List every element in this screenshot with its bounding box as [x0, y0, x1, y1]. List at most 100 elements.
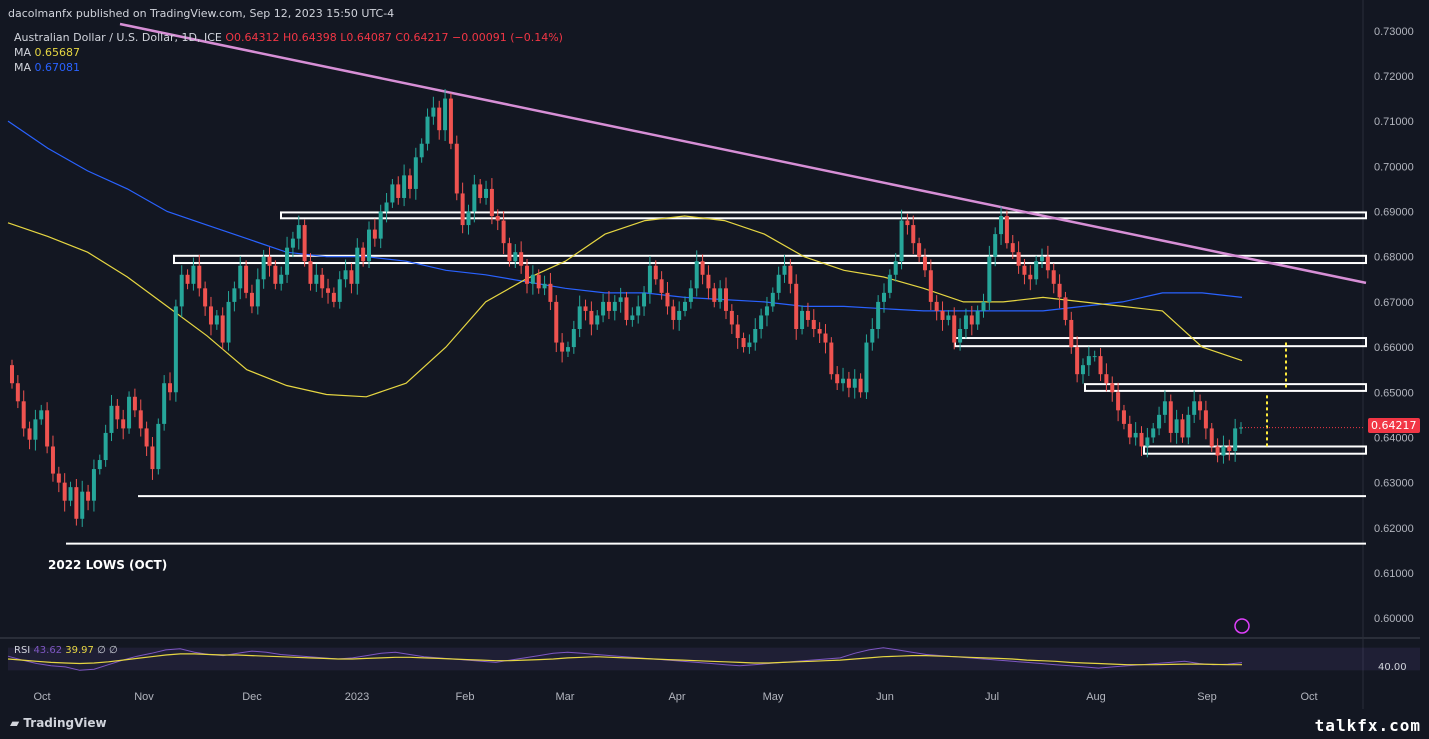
candle-body	[191, 265, 196, 284]
candle-body	[905, 220, 910, 226]
candle-body	[952, 315, 957, 343]
x-tick-label: Oct	[33, 691, 50, 703]
candle-body	[548, 283, 553, 302]
ma-slow-legend: MA 0.67081	[14, 61, 81, 74]
candle-body	[179, 274, 184, 307]
candle-body	[969, 315, 974, 325]
candle-body	[606, 301, 611, 311]
candle-body	[800, 310, 805, 329]
candle-body	[314, 274, 319, 284]
candle-body	[1104, 374, 1109, 384]
candle-body	[788, 265, 793, 284]
x-tick-label: Apr	[668, 691, 685, 703]
candle-body	[852, 378, 857, 388]
candle-body	[214, 315, 219, 325]
chart-background	[0, 0, 1429, 709]
candle-body	[630, 315, 635, 320]
candle-body	[1221, 446, 1226, 456]
candle-body	[1063, 297, 1068, 320]
candle-body	[208, 306, 213, 325]
candle-body	[220, 315, 225, 343]
candle-body	[127, 396, 132, 429]
x-tick-label: Mar	[556, 691, 575, 703]
candle-body	[466, 211, 471, 226]
y-tick-label: 0.72000	[1374, 71, 1414, 83]
candle-body	[249, 292, 254, 307]
watermark: talkfx.com	[1314, 716, 1421, 735]
candle-body	[747, 342, 752, 348]
candle-body	[999, 216, 1004, 235]
candle-body	[776, 274, 781, 293]
candle-body	[530, 274, 535, 284]
candle-body	[753, 329, 758, 343]
y-tick-label: 0.62000	[1374, 523, 1414, 535]
candle-body	[326, 288, 331, 293]
candle-body	[501, 220, 506, 244]
candle-body	[472, 184, 477, 212]
candle-body	[993, 234, 998, 257]
y-tick-label: 0.61000	[1374, 568, 1414, 580]
rsi-band	[8, 647, 1420, 671]
candle-body	[138, 410, 143, 429]
candle-body	[1203, 410, 1208, 429]
candle-body	[402, 175, 407, 198]
candle-body	[384, 202, 389, 212]
x-tick-label: Aug	[1086, 691, 1106, 703]
y-tick-label: 0.73000	[1374, 26, 1414, 38]
y-tick-label: 0.69000	[1374, 207, 1414, 219]
tv-icon: ▰	[10, 716, 24, 730]
candle-body	[1145, 437, 1150, 447]
y-tick-label: 0.60000	[1374, 613, 1414, 625]
y-tick-label: 0.66000	[1374, 342, 1414, 354]
candle-body	[302, 225, 307, 262]
candle-body	[68, 487, 73, 501]
candle-body	[987, 256, 992, 302]
candle-body	[1016, 252, 1021, 266]
candle-body	[144, 428, 149, 447]
candle-body	[612, 301, 617, 311]
candle-body	[1186, 414, 1191, 438]
lightning-icon	[1234, 618, 1250, 634]
candle-body	[203, 288, 208, 307]
candle-body	[285, 247, 290, 275]
candle-body	[1110, 383, 1115, 393]
candle-body	[21, 401, 26, 429]
candle-body	[665, 292, 670, 307]
candle-body	[62, 482, 67, 501]
y-tick-label: 0.64000	[1374, 432, 1414, 444]
candle-body	[413, 157, 418, 189]
candle-body	[372, 229, 377, 239]
y-tick-label: 0.70000	[1374, 161, 1414, 173]
candle-body	[560, 342, 565, 352]
candle-body	[425, 116, 430, 144]
candle-body	[454, 143, 459, 194]
candle-body	[437, 107, 442, 131]
x-tick-label: 2023	[345, 691, 369, 703]
candle-body	[642, 292, 647, 307]
candle-body	[150, 446, 155, 470]
x-tick-label: Dec	[242, 691, 262, 703]
candle-body	[723, 288, 728, 311]
candle-body	[782, 265, 787, 275]
candle-body	[15, 383, 20, 402]
tradingview-logo[interactable]: ▰ TradingView	[10, 716, 107, 730]
candle-body	[589, 310, 594, 325]
candle-body	[33, 419, 38, 440]
candle-body	[378, 211, 383, 239]
x-tick-label: Jul	[985, 691, 999, 703]
candle-body	[255, 279, 260, 307]
candle-body	[162, 383, 167, 424]
candle-body	[431, 107, 436, 117]
candle-body	[1034, 261, 1039, 280]
candle-body	[1028, 274, 1033, 280]
candle-body	[10, 365, 14, 384]
candle-body	[536, 274, 541, 289]
ma-fast-line	[7, 215, 1243, 398]
candle-body	[981, 301, 986, 311]
candle-body	[1133, 432, 1138, 438]
candle-body	[173, 306, 178, 393]
candle-body	[337, 279, 342, 302]
last-price-tag: 0.64217	[1368, 418, 1420, 433]
